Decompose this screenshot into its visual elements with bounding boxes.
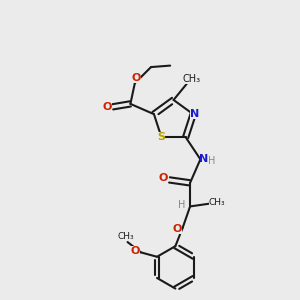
Text: S: S xyxy=(158,132,165,142)
Text: O: O xyxy=(103,102,112,112)
Text: O: O xyxy=(130,246,140,256)
Text: CH₃: CH₃ xyxy=(209,197,226,206)
Text: H: H xyxy=(178,200,185,210)
Text: O: O xyxy=(173,224,182,234)
Text: O: O xyxy=(159,173,168,184)
Text: O: O xyxy=(132,73,141,83)
Text: CH₃: CH₃ xyxy=(118,232,134,241)
Text: N: N xyxy=(190,109,199,119)
Text: N: N xyxy=(199,154,208,164)
Text: CH₃: CH₃ xyxy=(182,74,200,84)
Text: H: H xyxy=(208,156,215,166)
